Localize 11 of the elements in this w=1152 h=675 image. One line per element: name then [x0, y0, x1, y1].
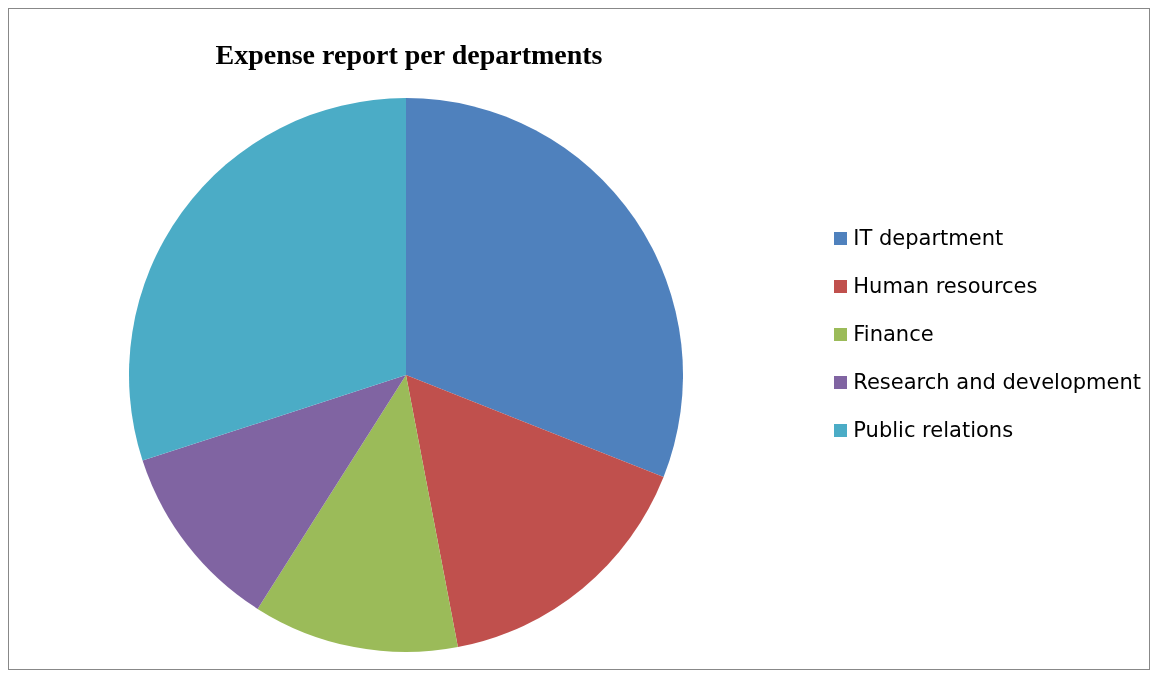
legend-label: Finance [853, 321, 934, 348]
pie-slice [406, 375, 664, 648]
legend-label: Research and development [853, 369, 1141, 396]
pie-slice [129, 98, 406, 461]
legend-label: IT department [853, 225, 1004, 252]
pie-slice [406, 98, 683, 477]
legend-label: Public relations [853, 417, 1014, 444]
pie-slice [142, 375, 406, 609]
legend-label: Human resources [853, 273, 1038, 300]
pie-slice [257, 375, 458, 652]
chart-title: Expense report per departments [214, 39, 604, 71]
